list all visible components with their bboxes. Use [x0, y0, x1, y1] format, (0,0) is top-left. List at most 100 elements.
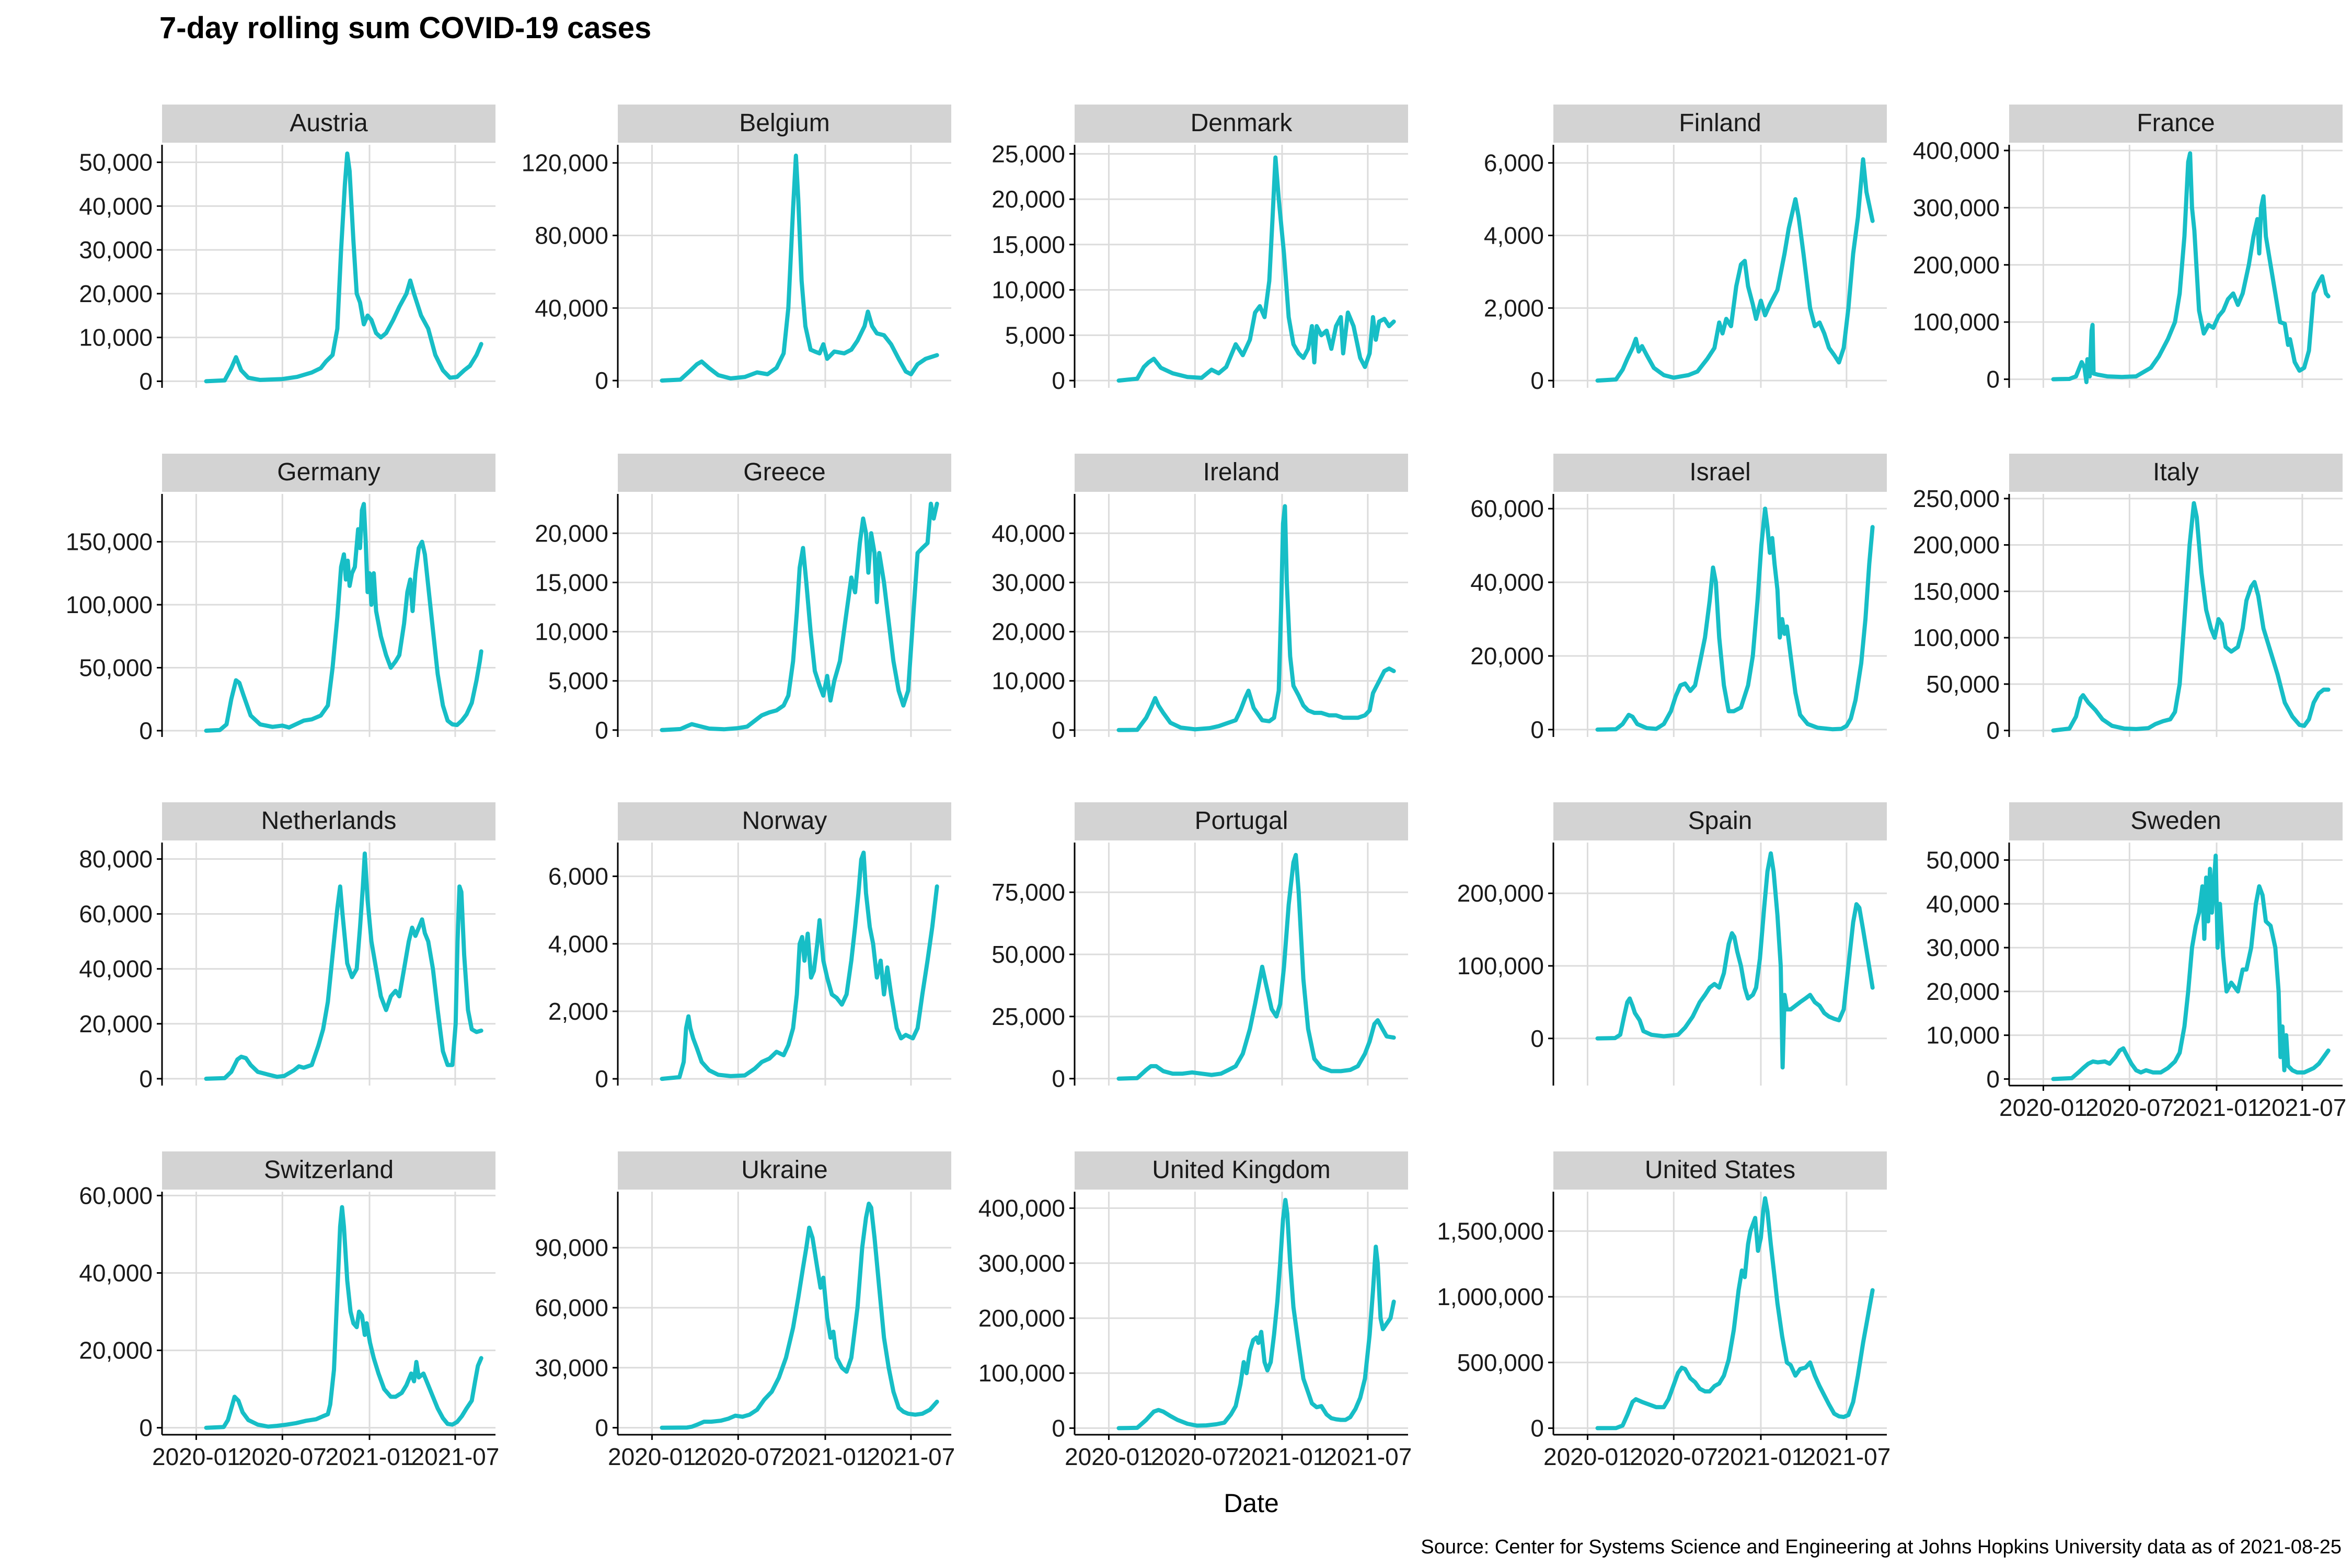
y-tick-label: 60,000 — [79, 901, 153, 928]
y-tick-label: 0 — [595, 367, 608, 394]
x-axis-label: Date — [1224, 1489, 1279, 1518]
facet-label: Portugal — [1195, 807, 1288, 835]
x-tick-label: 2020-07 — [238, 1443, 327, 1470]
panel-united-kingdom: United Kingdom 0 100,000 200,000 300,000 400,… — [978, 1151, 1412, 1470]
y-tick-label: 30,000 — [991, 569, 1065, 596]
y-tick-label: 1,500,000 — [1437, 1217, 1544, 1244]
source-caption: Source: Center for Systems Science and E… — [1421, 1536, 2342, 1558]
x-tick-label: 2020-01 — [1999, 1094, 2088, 1121]
facet-label: Israel — [1689, 458, 1750, 486]
series-line — [1116, 155, 1396, 383]
y-tick-label: 80,000 — [79, 846, 153, 873]
y-tick-label: 60,000 — [1470, 495, 1544, 522]
series-line — [1595, 851, 1875, 1070]
x-tick-label: 2020-07 — [2085, 1094, 2174, 1121]
panel-italy: Italy 0 50,000 100,000 150,000 200,000 250,000 — [1913, 454, 2343, 744]
series-line — [204, 151, 483, 384]
y-tick-label: 100,000 — [1457, 952, 1544, 979]
facet-label: United Kingdom — [1152, 1156, 1331, 1184]
y-tick-label: 25,000 — [991, 140, 1065, 167]
y-tick-label: 5,000 — [1005, 321, 1065, 349]
y-tick-label: 40,000 — [79, 955, 153, 983]
facet-strip — [2009, 454, 2343, 492]
y-tick-label: 200,000 — [1457, 880, 1544, 907]
facet-strip — [1075, 105, 1408, 143]
series-line — [1595, 506, 1875, 732]
series-line — [1595, 157, 1875, 383]
y-tick-label: 40,000 — [1470, 569, 1544, 596]
y-tick-label: 5,000 — [548, 667, 608, 695]
y-tick-label: 30,000 — [79, 236, 153, 263]
series-line — [2051, 501, 2331, 733]
y-tick-label: 200,000 — [1913, 251, 2000, 279]
series-line — [204, 502, 483, 733]
series-line — [204, 1205, 483, 1430]
facet-label: Germany — [277, 458, 380, 486]
y-tick-label: 0 — [595, 1414, 608, 1442]
facet-strip — [2009, 105, 2343, 143]
facet-label: Switzerland — [264, 1156, 394, 1184]
y-tick-label: 0 — [1986, 366, 2000, 393]
x-tick-label: 2020-01 — [608, 1443, 696, 1470]
facet-label: Ireland — [1203, 458, 1280, 486]
y-tick-label: 500,000 — [1457, 1349, 1544, 1376]
facet-strip — [618, 802, 951, 840]
series-line — [660, 850, 939, 1081]
x-tick-label: 2021-07 — [2258, 1094, 2347, 1121]
y-tick-label: 60,000 — [79, 1182, 153, 1209]
y-tick-label: 100,000 — [978, 1359, 1065, 1387]
facet-strip — [1553, 105, 1887, 143]
x-tick-label: 2021-01 — [1717, 1443, 1805, 1470]
y-tick-label: 150,000 — [66, 528, 153, 556]
y-tick-label: 0 — [1052, 717, 1065, 744]
y-tick-label: 200,000 — [1913, 532, 2000, 559]
facet-label: Belgium — [739, 109, 829, 137]
x-tick-label: 2021-01 — [2173, 1094, 2261, 1121]
y-tick-label: 60,000 — [535, 1294, 608, 1321]
panel-austria: Austria 0 10,000 20,000 30,000 40,000 50,000 — [79, 105, 495, 395]
y-tick-label: 20,000 — [79, 280, 153, 307]
facet-label: Finland — [1679, 109, 1761, 137]
panel-united-states: United States 0 500,000 1,000,000 1,500,000 2… — [1437, 1151, 1890, 1470]
y-tick-label: 300,000 — [978, 1250, 1065, 1277]
y-tick-label: 0 — [595, 1065, 608, 1092]
y-tick-label: 30,000 — [535, 1354, 608, 1381]
series-line — [1116, 852, 1396, 1081]
y-tick-label: 50,000 — [991, 941, 1065, 968]
y-tick-label: 10,000 — [79, 324, 153, 351]
y-tick-label: 50,000 — [79, 149, 153, 176]
y-tick-label: 20,000 — [79, 1337, 153, 1364]
y-tick-label: 0 — [139, 717, 153, 744]
x-tick-label: 2021-01 — [781, 1443, 870, 1470]
y-tick-label: 75,000 — [991, 879, 1065, 906]
facet-strip — [162, 1151, 495, 1190]
y-tick-label: 10,000 — [991, 667, 1065, 695]
y-tick-label: 20,000 — [991, 186, 1065, 213]
y-tick-label: 20,000 — [1926, 978, 2000, 1005]
panel-finland: Finland 0 2,000 4,000 6,000 — [1484, 105, 1887, 394]
panel-netherlands: Netherlands 0 20,000 40,000 60,000 80,000 — [79, 802, 495, 1092]
y-tick-label: 20,000 — [79, 1010, 153, 1037]
series-line — [1116, 504, 1396, 732]
series-line — [660, 153, 939, 383]
y-tick-label: 100,000 — [1913, 624, 2000, 651]
facet-panels: Austria 0 10,000 20,000 30,000 40,000 50,000 Be… — [66, 105, 2347, 1470]
panel-ukraine: Ukraine 0 30,000 60,000 90,000 2020-012020-07… — [535, 1151, 955, 1470]
panel-norway: Norway 0 2,000 4,000 6,000 — [548, 802, 951, 1092]
facet-strip — [618, 454, 951, 492]
facet-strip — [618, 1151, 951, 1190]
facet-label: France — [2137, 109, 2215, 137]
facet-label: Norway — [742, 807, 827, 835]
y-tick-label: 10,000 — [535, 618, 608, 645]
facet-label: Greece — [743, 458, 825, 486]
facet-strip — [1075, 1151, 1408, 1190]
y-tick-label: 0 — [1052, 367, 1065, 394]
x-tick-label: 2020-01 — [1543, 1443, 1632, 1470]
y-tick-label: 120,000 — [522, 149, 608, 177]
panel-spain: Spain 0 100,000 200,000 — [1457, 802, 1887, 1086]
facet-strip — [162, 454, 495, 492]
y-tick-label: 40,000 — [535, 294, 608, 321]
y-tick-label: 80,000 — [535, 222, 608, 249]
series-line — [660, 1202, 939, 1430]
